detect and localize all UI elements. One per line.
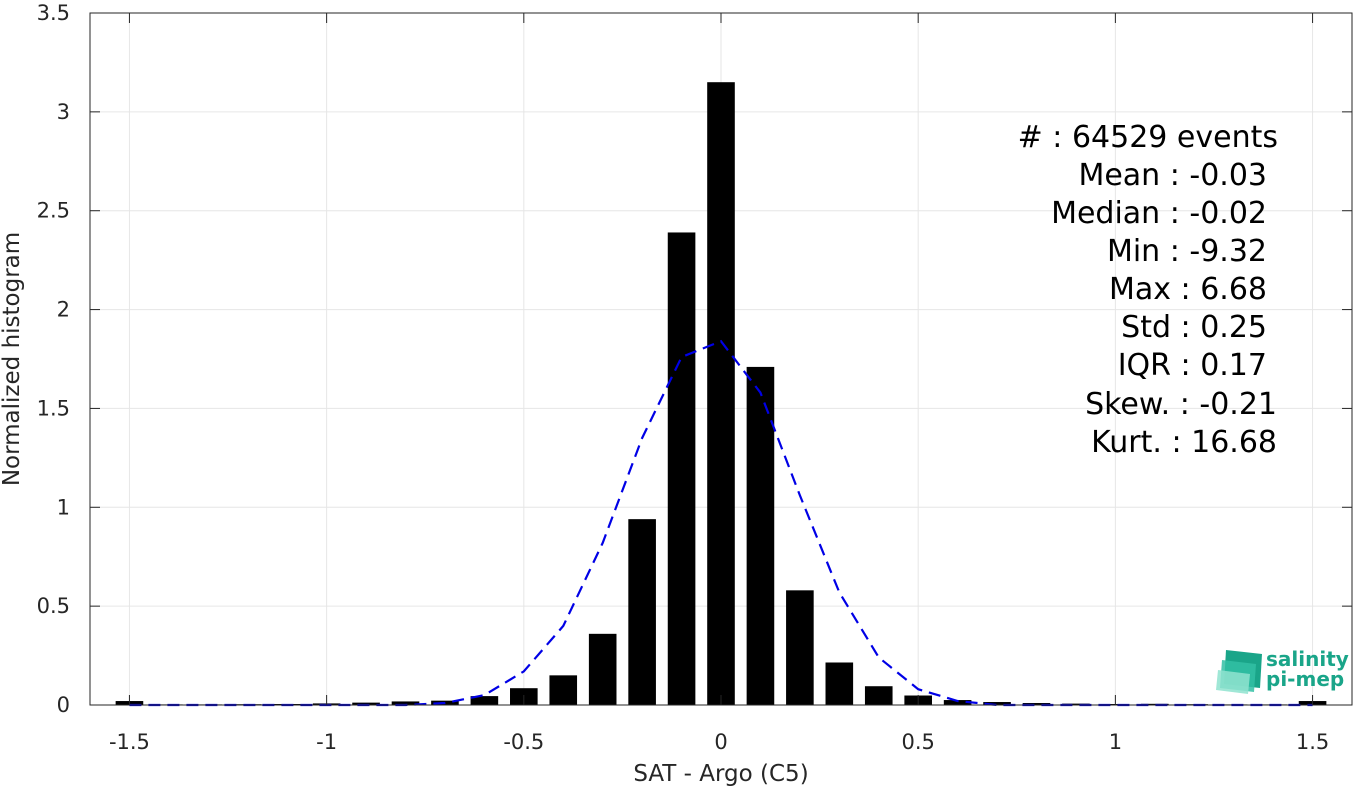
- histogram-bar: [825, 662, 854, 705]
- logo-text-line2: pi-mep: [1266, 667, 1344, 691]
- histogram-bar: [588, 633, 617, 705]
- x-tick-label: -1.5: [109, 730, 150, 754]
- y-tick-label: 3: [57, 100, 70, 124]
- stats-max: Max : 6.68: [1109, 272, 1267, 307]
- stats-iqr: IQR : 0.17: [1118, 348, 1267, 383]
- stats-min: Min : -9.32: [1107, 234, 1267, 269]
- y-tick-label: 1: [57, 495, 70, 519]
- histogram-bar: [628, 519, 656, 705]
- histogram-bar: [983, 702, 1011, 705]
- histogram-bar: [667, 232, 696, 705]
- y-tick-labels: 0 0.5 1 1.5 2 2.5 3 3.5: [37, 1, 70, 717]
- y-tick-label: 0.5: [37, 594, 70, 618]
- histogram-bar: [707, 82, 735, 705]
- stats-skew: Skew. : -0.21: [1085, 387, 1277, 422]
- histogram-bar: [1141, 703, 1169, 705]
- histogram-bar: [549, 675, 578, 705]
- histogram-bar: [352, 702, 380, 705]
- x-tick-label: 1: [1109, 730, 1122, 754]
- stats-events: # : 64529 events: [1018, 120, 1278, 155]
- y-axis-label: Normalized histogram: [0, 232, 25, 486]
- x-tick-label: 1.5: [1296, 730, 1329, 754]
- y-tick-label: 1.5: [37, 396, 70, 420]
- y-tick-label: 2.5: [37, 199, 70, 223]
- histogram-bar: [1062, 703, 1090, 705]
- histogram-bar: [864, 686, 893, 705]
- axes: [89, 12, 1353, 706]
- y-tick-label: 0: [57, 693, 70, 717]
- logo-waves-icon: [1216, 650, 1262, 694]
- x-tick-label: 0.5: [901, 730, 934, 754]
- histogram-bar: [746, 366, 775, 705]
- histogram-bars: [115, 82, 1327, 705]
- logo-text-line1: salinity: [1266, 647, 1349, 671]
- histogram-bar: [943, 700, 972, 705]
- x-tick-label: -0.5: [503, 730, 544, 754]
- x-tick-label: 0: [714, 730, 727, 754]
- histogram-bar: [470, 696, 499, 705]
- histogram-bar: [391, 701, 420, 705]
- x-tick-label: -1: [316, 730, 337, 754]
- stats-std: Std : 0.25: [1121, 310, 1267, 345]
- x-tick-labels: -1.5 -1 -0.5 0 0.5 1 1.5: [109, 730, 1329, 754]
- histogram-bar: [786, 590, 814, 705]
- x-axis-label: SAT - Argo (C5): [633, 761, 808, 787]
- stats-box: # : 64529 events Mean : -0.03 Median : -…: [1018, 120, 1278, 460]
- stats-mean: Mean : -0.03: [1078, 158, 1267, 193]
- y-tick-label: 3.5: [37, 1, 70, 25]
- salinity-pimep-logo: salinity pi-mep: [1216, 647, 1349, 694]
- histogram-bar: [1022, 703, 1051, 705]
- stats-kurt: Kurt. : 16.68: [1091, 425, 1277, 460]
- y-tick-label: 2: [57, 298, 70, 322]
- stats-median: Median : -0.02: [1051, 196, 1267, 231]
